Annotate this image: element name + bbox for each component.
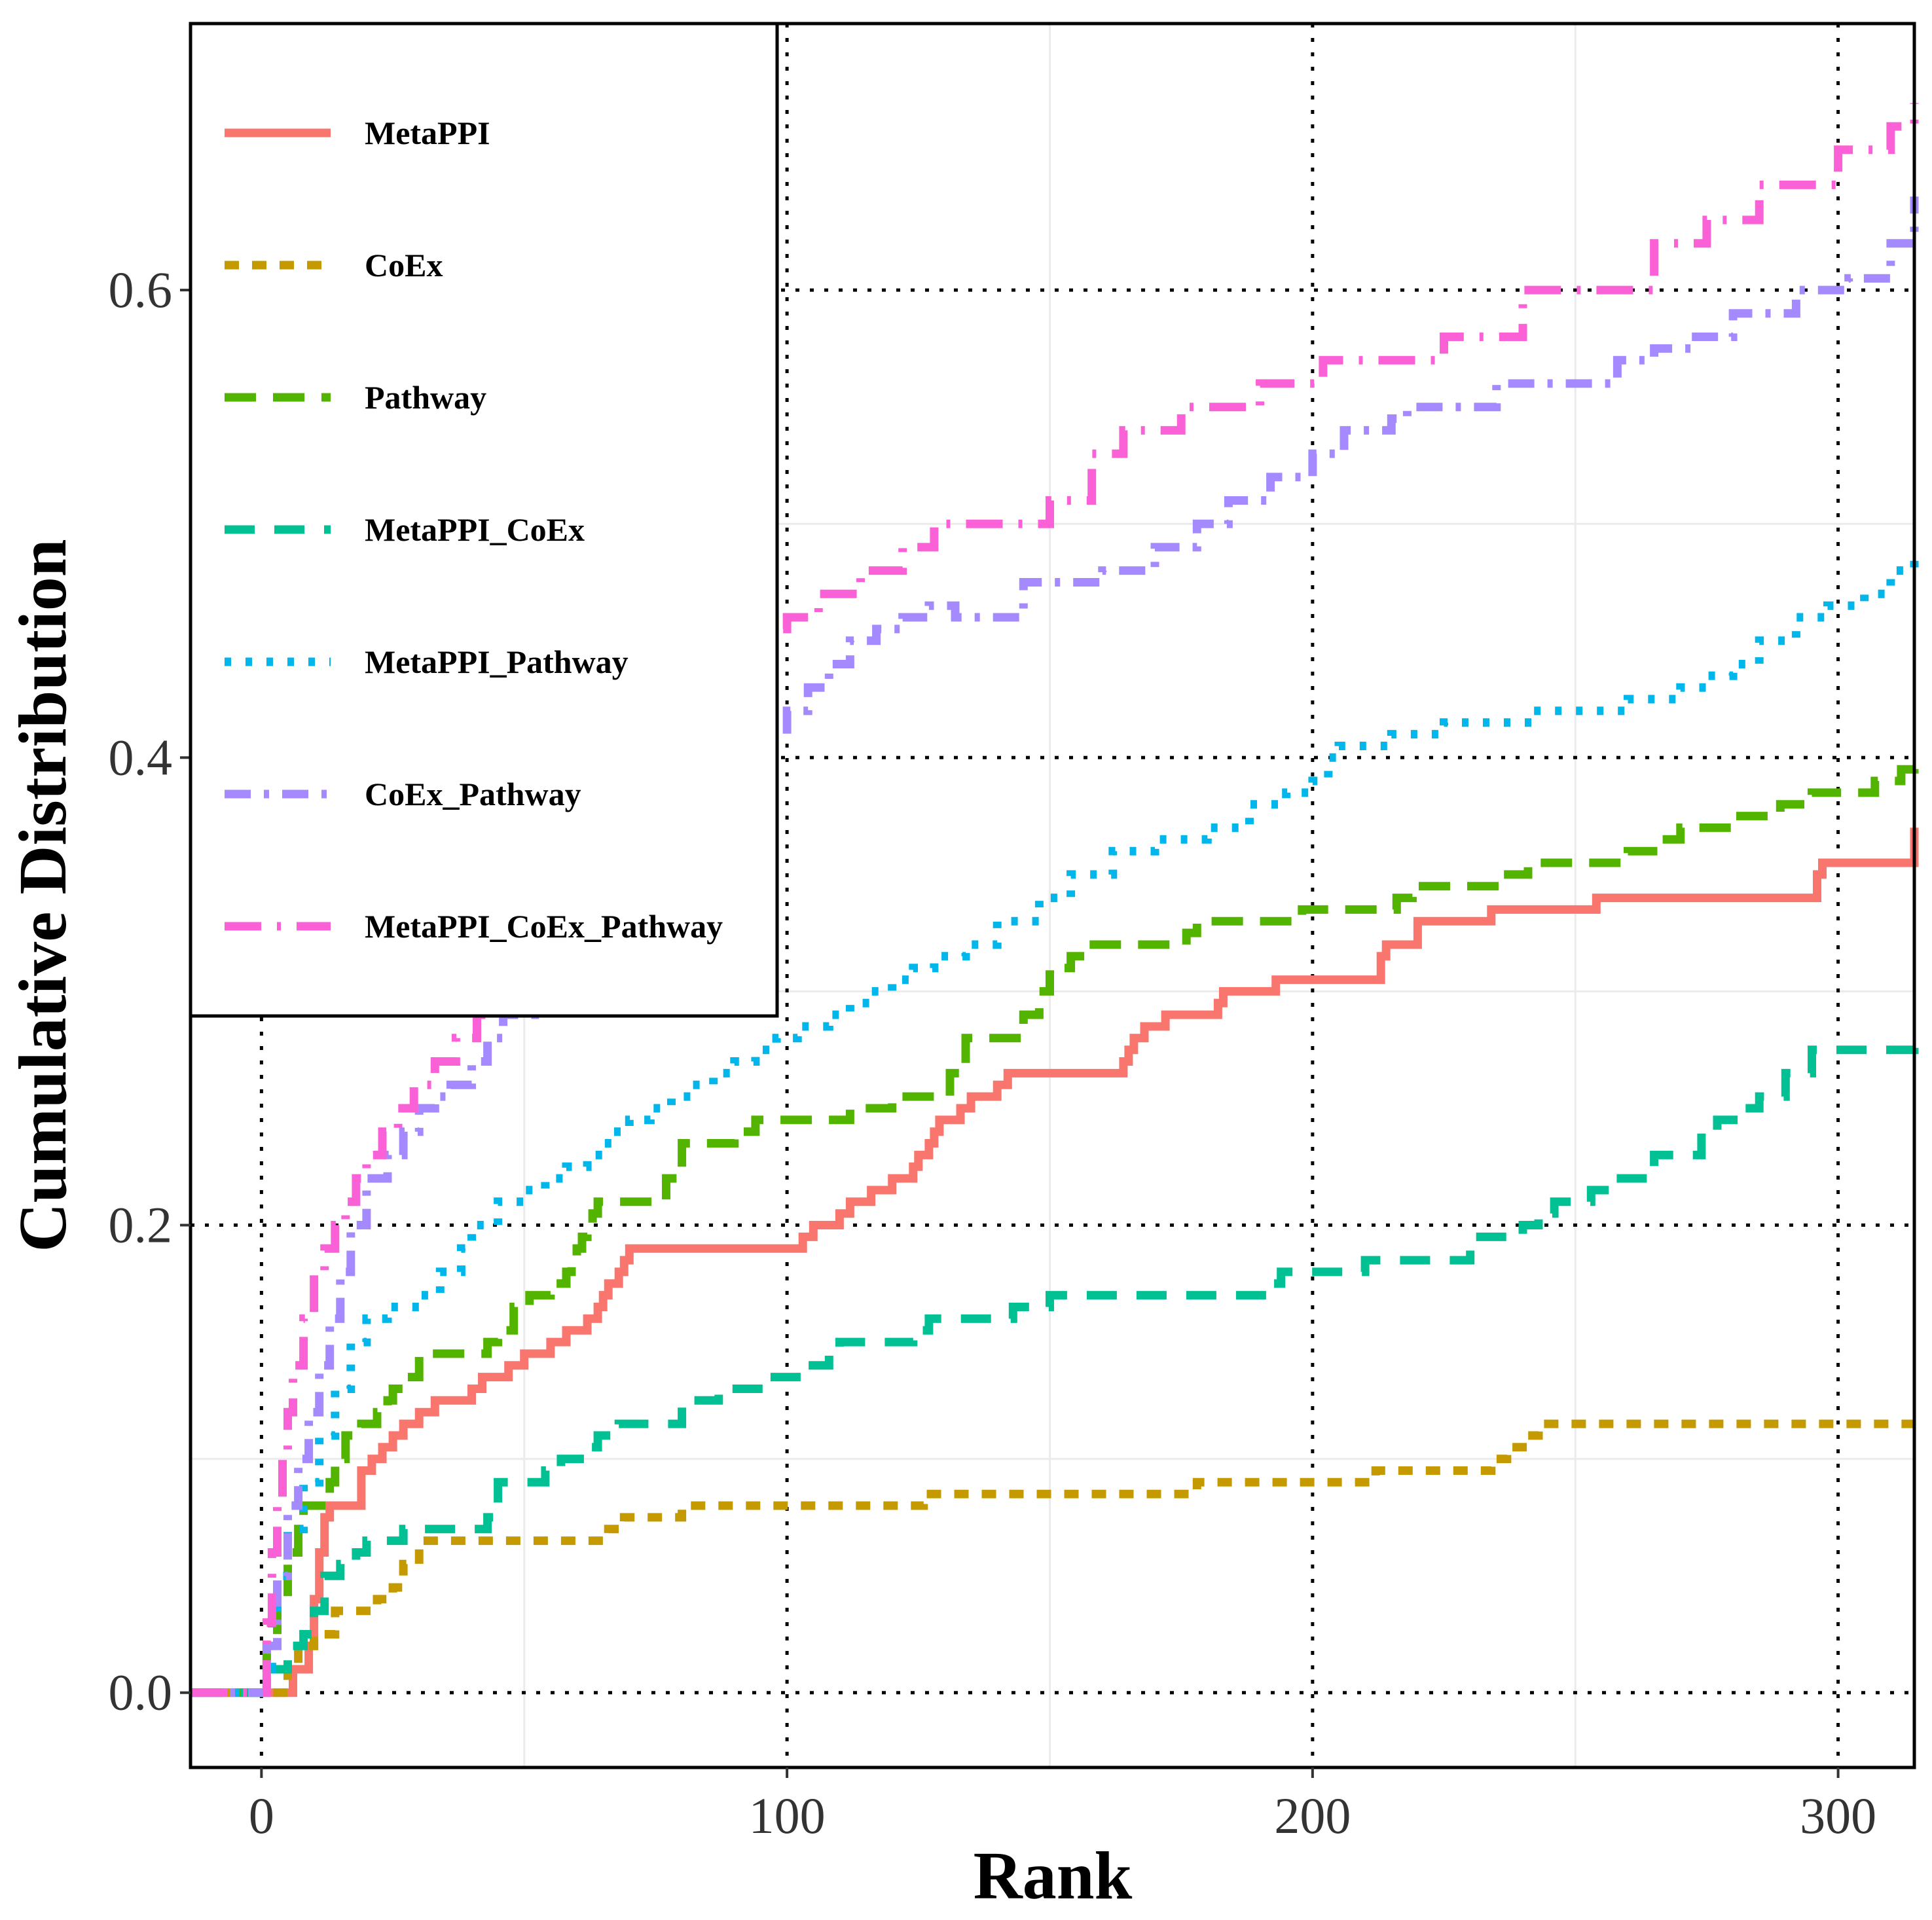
y-tick-label: 0.6 bbox=[109, 261, 173, 318]
legend-label: MetaPPI_CoEx_Pathway bbox=[365, 908, 723, 945]
y-tick-label: 0.0 bbox=[109, 1664, 173, 1721]
series-line-metappi-coex bbox=[191, 1038, 1919, 1697]
legend: MetaPPI CoEx Pathway MetaPPI_CoEx MetaPPI_Pa… bbox=[189, 22, 779, 1018]
legend-box bbox=[189, 22, 779, 1018]
x-tick-label: 300 bbox=[1800, 1787, 1876, 1844]
series-line-pathway bbox=[191, 757, 1919, 1697]
legend-label: MetaPPI bbox=[365, 115, 490, 151]
series-line-metappi bbox=[191, 827, 1919, 1697]
x-axis-title: Rank bbox=[974, 1838, 1133, 1913]
x-tick-label: 0 bbox=[249, 1787, 274, 1844]
axis-ticks: 0 100 200 300 0.0 0.2 0.4 0.6 bbox=[109, 261, 1877, 1844]
legend-label: CoEx bbox=[365, 247, 443, 283]
legend-label: Pathway bbox=[365, 379, 486, 416]
x-tick-label: 200 bbox=[1274, 1787, 1351, 1844]
x-tick-label: 100 bbox=[749, 1787, 826, 1844]
y-tick-label: 0.4 bbox=[109, 729, 173, 786]
legend-label: MetaPPI_Pathway bbox=[365, 643, 629, 680]
legend-label: MetaPPI_CoEx bbox=[365, 511, 585, 548]
y-axis-title: Cumulative Distribution bbox=[5, 539, 81, 1252]
legend-label: CoEx_Pathway bbox=[365, 776, 581, 812]
y-tick-label: 0.2 bbox=[109, 1197, 173, 1254]
